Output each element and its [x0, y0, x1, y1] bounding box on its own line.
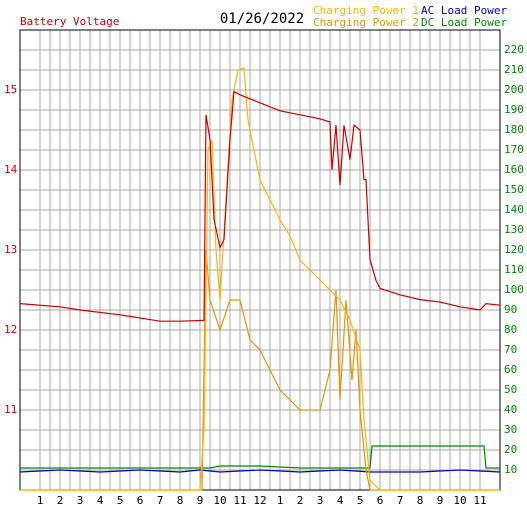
y-tick-label: 12 — [4, 323, 17, 336]
y-tick-label: 11 — [4, 403, 17, 416]
y2-tick-label: 30 — [504, 423, 517, 436]
x-tick-label: 3 — [317, 494, 324, 507]
y2-tick-label: 170 — [504, 143, 524, 156]
x-tick-label: 10 — [213, 494, 226, 507]
legend-entry: Charging Power 2 — [313, 16, 419, 29]
y2-tick-label: 180 — [504, 123, 524, 136]
x-tick-label: 2 — [297, 494, 304, 507]
y2-tick-label: 220 — [504, 43, 524, 56]
x-tick-label: 7 — [157, 494, 164, 507]
y2-tick-label: 50 — [504, 383, 517, 396]
y2-tick-label: 20 — [504, 443, 517, 456]
y2-tick-label: 150 — [504, 183, 524, 196]
x-tick-label: 4 — [97, 494, 104, 507]
plot-border — [19, 29, 501, 491]
y2-tick-label: 10 — [504, 463, 517, 476]
y2-tick-label: 130 — [504, 223, 524, 236]
y2-tick-label: 90 — [504, 303, 517, 316]
series-line — [20, 249, 500, 491]
legend-entry: Charging Power 1 — [313, 4, 419, 17]
y2-tick-label: 100 — [504, 283, 524, 296]
x-tick-label: 8 — [177, 494, 184, 507]
y2-tick-label: 110 — [504, 263, 524, 276]
y2-tick-label: 40 — [504, 403, 517, 416]
y2-tick-label: 200 — [504, 83, 524, 96]
y-tick-label: 15 — [4, 83, 17, 96]
legend-entry: AC Load Power — [421, 4, 507, 17]
y2-tick-label: 120 — [504, 243, 524, 256]
x-tick-label: 11 — [473, 494, 486, 507]
x-tick-label: 5 — [117, 494, 124, 507]
series-line — [19, 90, 501, 322]
series-line — [20, 445, 500, 469]
x-tick-label: 10 — [453, 494, 466, 507]
x-tick-label: 1 — [37, 494, 44, 507]
y2-tick-label: 80 — [504, 323, 517, 336]
y2-tick-label: 140 — [504, 203, 524, 216]
series-line — [19, 469, 501, 473]
x-tick-label: 6 — [137, 494, 144, 507]
y2-tick-label: 60 — [504, 363, 517, 376]
x-tick-label: 11 — [233, 494, 246, 507]
x-tick-label: 7 — [397, 494, 404, 507]
y-tick-label: 14 — [4, 163, 18, 176]
x-tick-label: 9 — [437, 494, 444, 507]
y2-tick-label: 210 — [504, 63, 524, 76]
series-line — [20, 67, 500, 491]
legend-entry: Battery Voltage — [20, 15, 119, 28]
x-tick-label: 4 — [337, 494, 344, 507]
y-tick-label: 13 — [4, 243, 17, 256]
x-tick-label: 3 — [77, 494, 84, 507]
legend-entry: DC Load Power — [421, 16, 507, 29]
x-tick-label: 8 — [417, 494, 424, 507]
y2-tick-label: 160 — [504, 163, 524, 176]
chart-title: 01/26/2022 — [220, 11, 304, 27]
x-tick-label: 9 — [197, 494, 204, 507]
x-tick-label: 6 — [377, 494, 384, 507]
x-tick-label: 2 — [57, 494, 64, 507]
y2-tick-label: 190 — [504, 103, 524, 116]
x-tick-label: 5 — [357, 494, 364, 507]
x-tick-label: 12 — [253, 494, 266, 507]
x-tick-label: 1 — [277, 494, 284, 507]
y2-tick-label: 70 — [504, 343, 517, 356]
